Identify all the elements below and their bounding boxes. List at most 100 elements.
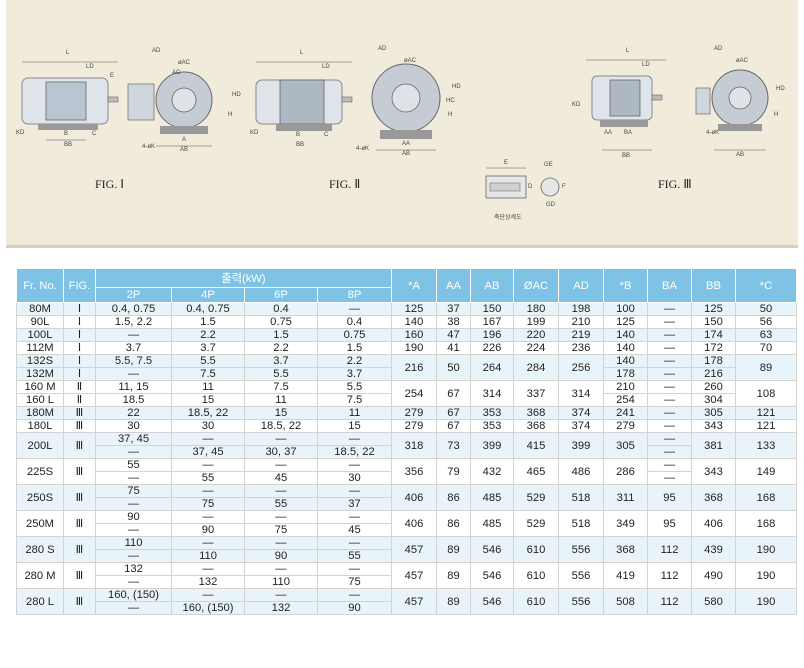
dim-label: AB: [402, 151, 411, 157]
cell: 112: [647, 536, 693, 563]
cell: 314: [470, 380, 515, 407]
cell: —: [244, 458, 318, 472]
cell: 30: [171, 419, 245, 433]
header-col: BB: [691, 268, 737, 303]
dim-label: GE: [544, 162, 553, 168]
cell: 374: [558, 419, 605, 433]
cell: 140: [603, 354, 649, 368]
cell: 190: [735, 588, 798, 615]
dim-label: L: [300, 50, 304, 56]
cell: —: [647, 471, 693, 485]
cell: 0.4, 0.75: [171, 302, 245, 316]
cell: 18.5: [95, 393, 172, 407]
cell: 3.7: [244, 354, 318, 368]
cell: 486: [558, 458, 605, 485]
cell: 406: [391, 484, 438, 511]
cell: 168: [735, 510, 798, 537]
table-row: 132M Ⅰ —7.5 5.5 3.7 178—216: [16, 367, 797, 381]
cell: Ⅱ: [63, 380, 96, 394]
shaft-detail-drawing: [485, 167, 560, 199]
dim-label: AB: [180, 147, 189, 153]
cell: —: [647, 432, 693, 446]
header-col: BA: [647, 268, 693, 303]
cell: —: [647, 419, 693, 433]
cell: 546: [470, 562, 515, 589]
dim-label: F: [562, 184, 566, 190]
cell: 75: [316, 575, 393, 589]
dim-label: D: [528, 184, 533, 190]
dim-label: C: [324, 132, 329, 138]
cell: 374: [558, 406, 605, 420]
cell: 132M: [16, 367, 64, 381]
cell: 198: [558, 302, 605, 316]
cell: 264: [470, 354, 515, 381]
cell: 518: [558, 510, 605, 537]
cell: 0.75: [316, 328, 393, 342]
cell: 200L: [16, 432, 64, 459]
dim-label: AD: [714, 46, 723, 52]
cell: 89: [735, 354, 798, 381]
cell: 199: [513, 315, 560, 329]
cell: 75: [171, 497, 245, 511]
cell: 279: [391, 419, 438, 433]
cell: 406: [691, 510, 737, 537]
cell: 5.5, 7.5: [95, 354, 172, 368]
header-col: *A: [391, 268, 438, 303]
cell: —: [244, 536, 318, 550]
cell: 508: [603, 588, 649, 615]
dim-label: B: [296, 132, 301, 138]
cell: 80M: [16, 302, 64, 316]
cell: 167: [470, 315, 515, 329]
cell: Ⅰ: [63, 341, 96, 355]
cell: 180L: [16, 419, 64, 433]
cell: 546: [470, 588, 515, 615]
cell: —: [171, 484, 245, 498]
cell: 15: [244, 406, 318, 420]
cell: 415: [513, 432, 560, 459]
header-pole: 2P: [95, 287, 172, 303]
header-col: AA: [436, 268, 472, 303]
cell: 190: [391, 341, 438, 355]
cell: Ⅰ: [63, 354, 96, 368]
dim-label: HD: [232, 92, 241, 98]
cell: —: [95, 549, 172, 563]
cell: 1.5: [171, 315, 245, 329]
cell: 132: [171, 575, 245, 589]
cell: 580: [691, 588, 737, 615]
dim-label: LD: [86, 64, 94, 70]
cell: 457: [391, 588, 438, 615]
cell: 121: [735, 419, 798, 433]
cell: 160 L: [16, 393, 64, 407]
cell: 112: [647, 588, 693, 615]
table-row: 100L Ⅰ —2.2 1.5 0.75 160 47 196 220 219 140—174…: [16, 328, 798, 342]
cell: —: [647, 393, 693, 407]
cell: 439: [691, 536, 737, 563]
cell: 529: [513, 484, 560, 511]
cell: 279: [603, 419, 649, 433]
cell: 149: [735, 458, 798, 485]
cell: 30: [316, 471, 393, 485]
cell: 2.2: [171, 328, 245, 342]
cell: 556: [558, 562, 605, 589]
cell: 280 S: [16, 536, 64, 563]
table-row: 250S Ⅲ 75— — — 406 86 485 529 518 311 95 368 168: [16, 484, 798, 511]
cell: 45: [316, 523, 393, 537]
cell: 399: [470, 432, 515, 459]
cell: —: [95, 601, 172, 615]
dim-label: H: [448, 112, 453, 118]
dim-label: 4-øK: [356, 146, 370, 152]
table-row: 80M Ⅰ 0.4, 0.75 0.4, 0.75 0.4— 125 37 150 180 1…: [16, 302, 798, 316]
cell: 37: [316, 497, 393, 511]
cell: 3.7: [95, 341, 172, 355]
table-row: 132S Ⅰ 5.5, 7.5 5.5 3.7 2.2 216 50 264 284 256 1…: [16, 354, 798, 381]
cell: 50: [735, 302, 798, 316]
cell: 15: [171, 393, 245, 407]
cell: 368: [513, 419, 560, 433]
fig3-label: FIG. Ⅲ: [658, 177, 692, 191]
cell: 219: [558, 328, 605, 342]
dim-label: AD: [378, 46, 387, 52]
cell: 100L: [16, 328, 64, 342]
motor-drawings: [21, 59, 769, 199]
cell: 47: [436, 328, 472, 342]
cell: 2.2: [244, 341, 318, 355]
